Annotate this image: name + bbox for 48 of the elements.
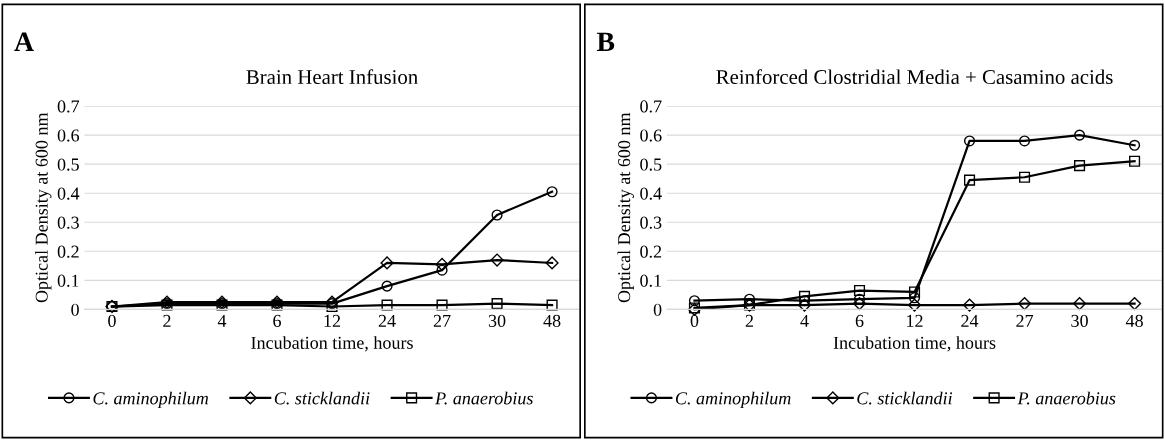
y-axis-title: Optical Density at 600 nm	[35, 112, 52, 303]
chart-title: Brain Heart Infusion	[246, 69, 418, 85]
x-axis-title: Incubation time, hours	[833, 336, 996, 352]
y-tick-label: 0.4	[57, 187, 80, 200]
legend-label: P. anaerobius	[1017, 391, 1116, 405]
x-tick-label: 12	[907, 314, 923, 327]
x-tick-label: 12	[324, 314, 341, 327]
x-tick-label: 27	[433, 314, 451, 327]
y-tick-label: 0.4	[640, 187, 662, 200]
y-tick-label: 0.7	[640, 100, 662, 113]
x-tick-label: 27	[1016, 314, 1034, 327]
y-tick-label: 0.5	[57, 158, 79, 171]
chart-title: Reinforced Clostridial Media + Casamino acids	[716, 69, 1113, 85]
legend-label: C. aminophilum	[93, 391, 209, 409]
text: B	[596, 32, 615, 51]
x-tick-label: 2	[163, 314, 171, 327]
y-tick-label: 0.2	[640, 245, 662, 258]
x-axis-title: Incubation time, hours	[251, 336, 413, 352]
y-tick-label: 0.1	[57, 274, 79, 287]
x-tick-label: 30	[1071, 314, 1088, 327]
legend-label: C. sticklandii	[857, 391, 953, 405]
x-tick-label: 0	[690, 314, 699, 327]
x-tick-label: 24	[378, 314, 396, 327]
y-tick-label: 0.3	[57, 216, 79, 229]
y-tick-label: 0.1	[640, 274, 662, 287]
x-tick-label: 6	[855, 314, 864, 327]
y-tick-label: 0.5	[640, 158, 662, 171]
x-tick-label: 2	[745, 314, 753, 327]
y-tick-label: 0.3	[640, 216, 662, 229]
x-tick-label: 4	[217, 314, 227, 327]
x-tick-label: 30	[488, 314, 506, 327]
x-tick-label: 6	[273, 314, 281, 327]
x-tick-label: 48	[1125, 314, 1143, 327]
x-tick-label: 24	[961, 314, 979, 327]
y-tick-label: 0	[71, 303, 79, 316]
legend-label: C. aminophilum	[675, 391, 791, 409]
x-tick-label: 48	[543, 314, 561, 327]
x-tick-label: 4	[800, 314, 809, 327]
legend-label: C. sticklandii	[274, 391, 370, 405]
y-axis-title: Optical Density at 600 nm	[617, 112, 634, 303]
y-tick-label: 0.2	[57, 245, 79, 258]
y-tick-label: 0.6	[640, 129, 662, 142]
y-tick-label: 0.6	[57, 129, 80, 142]
y-tick-label: 0	[653, 303, 662, 316]
text: A	[14, 32, 34, 51]
legend-label: P. anaerobius	[435, 391, 533, 405]
x-tick-label: 0	[108, 314, 116, 327]
y-tick-label: 0.7	[57, 100, 80, 113]
